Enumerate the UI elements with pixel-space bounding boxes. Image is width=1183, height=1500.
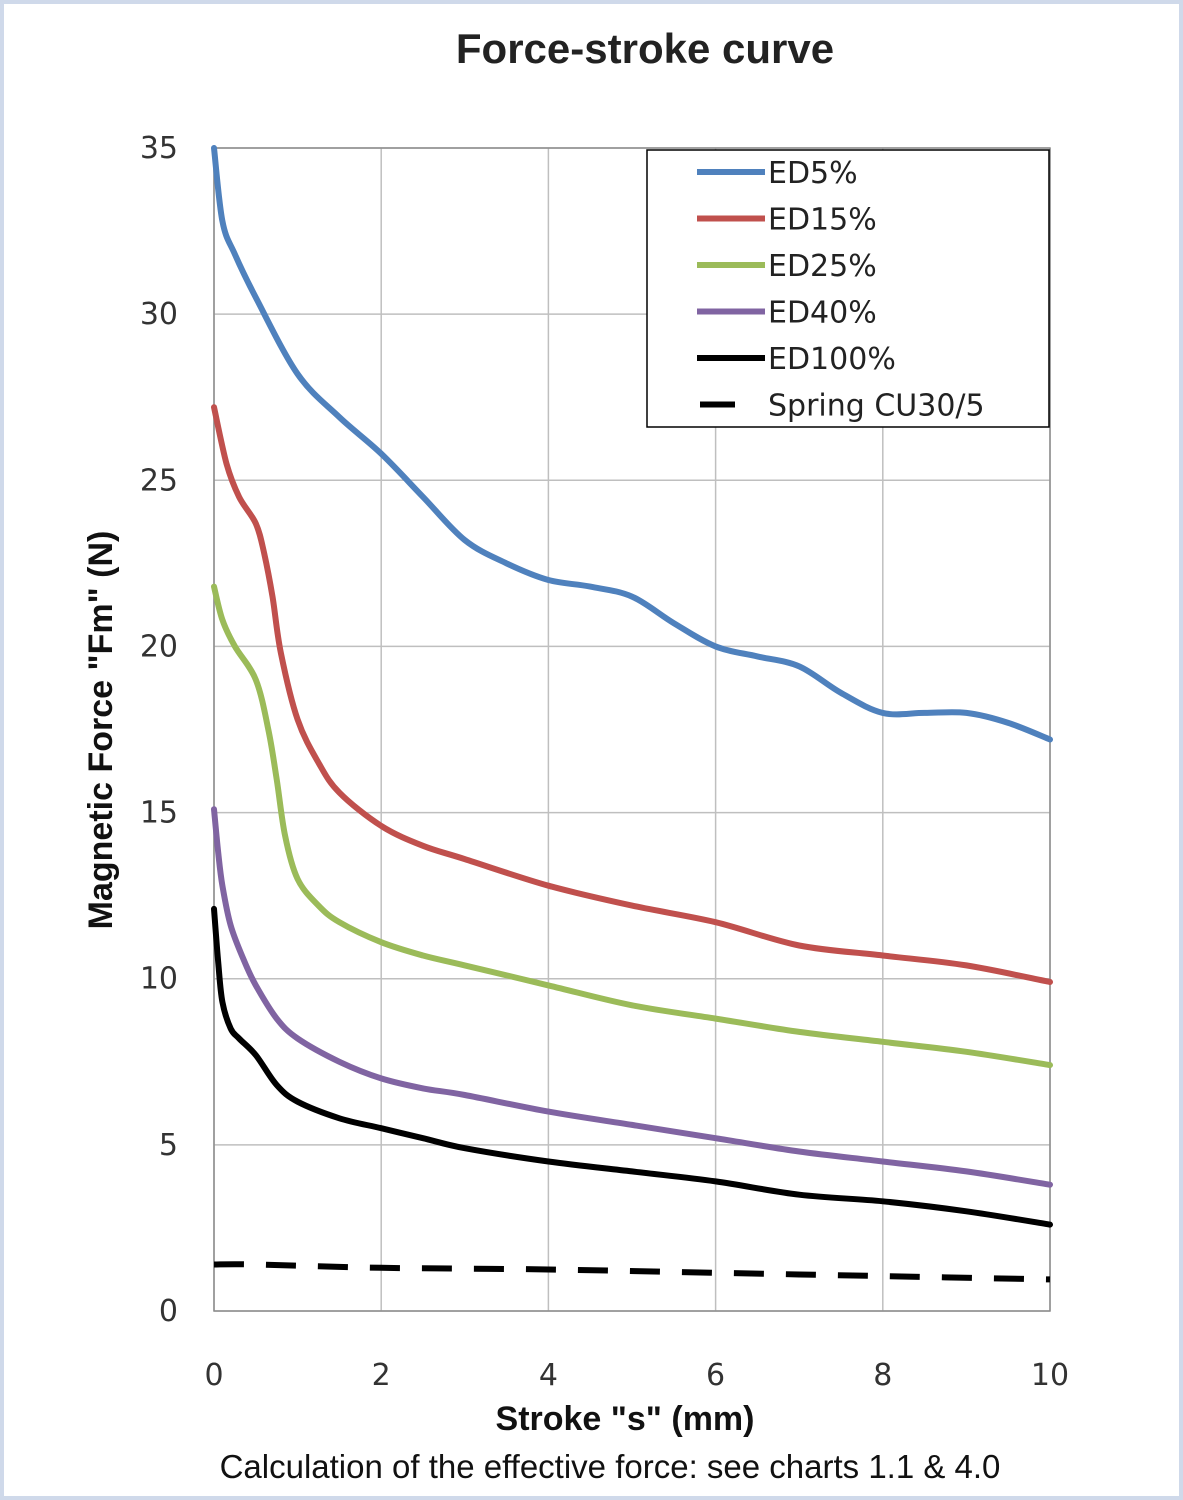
legend-entry-label: Spring CU30/5 (768, 389, 985, 424)
series-line-ed25- (211, 583, 1053, 1069)
y-tick-label: 30 (140, 297, 178, 332)
legend-entry-label: ED40% (768, 296, 877, 331)
legend-entry-label: ED25% (768, 249, 877, 284)
x-tick-label: 6 (706, 1358, 725, 1393)
plot-area-border (213, 147, 1051, 1312)
y-tick-label: 5 (159, 1128, 178, 1163)
series-lines (211, 145, 1053, 1283)
y-axis-ticks: 0 5 10 15 20 25 30 35 (140, 131, 178, 1329)
footnote: Calculation of the effective force: see … (220, 1448, 1001, 1485)
x-tick-label: 2 (372, 1358, 391, 1393)
legend-entry-label: ED100% (768, 342, 896, 377)
x-tick-label: 8 (873, 1358, 892, 1393)
x-axis-label: Stroke "s" (mm) (496, 1400, 755, 1438)
y-tick-label: 35 (140, 131, 178, 166)
y-tick-label: 25 (140, 463, 178, 498)
x-axis-ticks: 0 2 4 6 8 10 (204, 1358, 1069, 1393)
legend-entry-label: ED15% (768, 203, 877, 238)
series-line-ed15- (211, 404, 1053, 985)
legend-box (646, 149, 1050, 428)
series-line-spring-cu30-5 (213, 1261, 1051, 1283)
series-line-ed40- (211, 806, 1053, 1188)
series-line-ed5- (211, 145, 1053, 743)
y-tick-label: 20 (140, 629, 178, 664)
legend-entry-label: ED5% (768, 156, 858, 191)
y-tick-label: 15 (140, 796, 178, 831)
series-line-ed100- (211, 905, 1053, 1228)
y-tick-label: 0 (159, 1294, 178, 1329)
chart-title: Force-stroke curve (456, 25, 834, 72)
y-tick-label: 10 (140, 962, 178, 997)
x-tick-label: 0 (204, 1358, 223, 1393)
x-tick-label: 10 (1031, 1358, 1069, 1393)
legend: ED5% ED15% ED25% ED40% ED100% Spring CU30/5 (646, 149, 1050, 428)
x-tick-label: 4 (539, 1358, 558, 1393)
y-axis-label: Magnetic Force "Fm" (N) (82, 531, 120, 930)
